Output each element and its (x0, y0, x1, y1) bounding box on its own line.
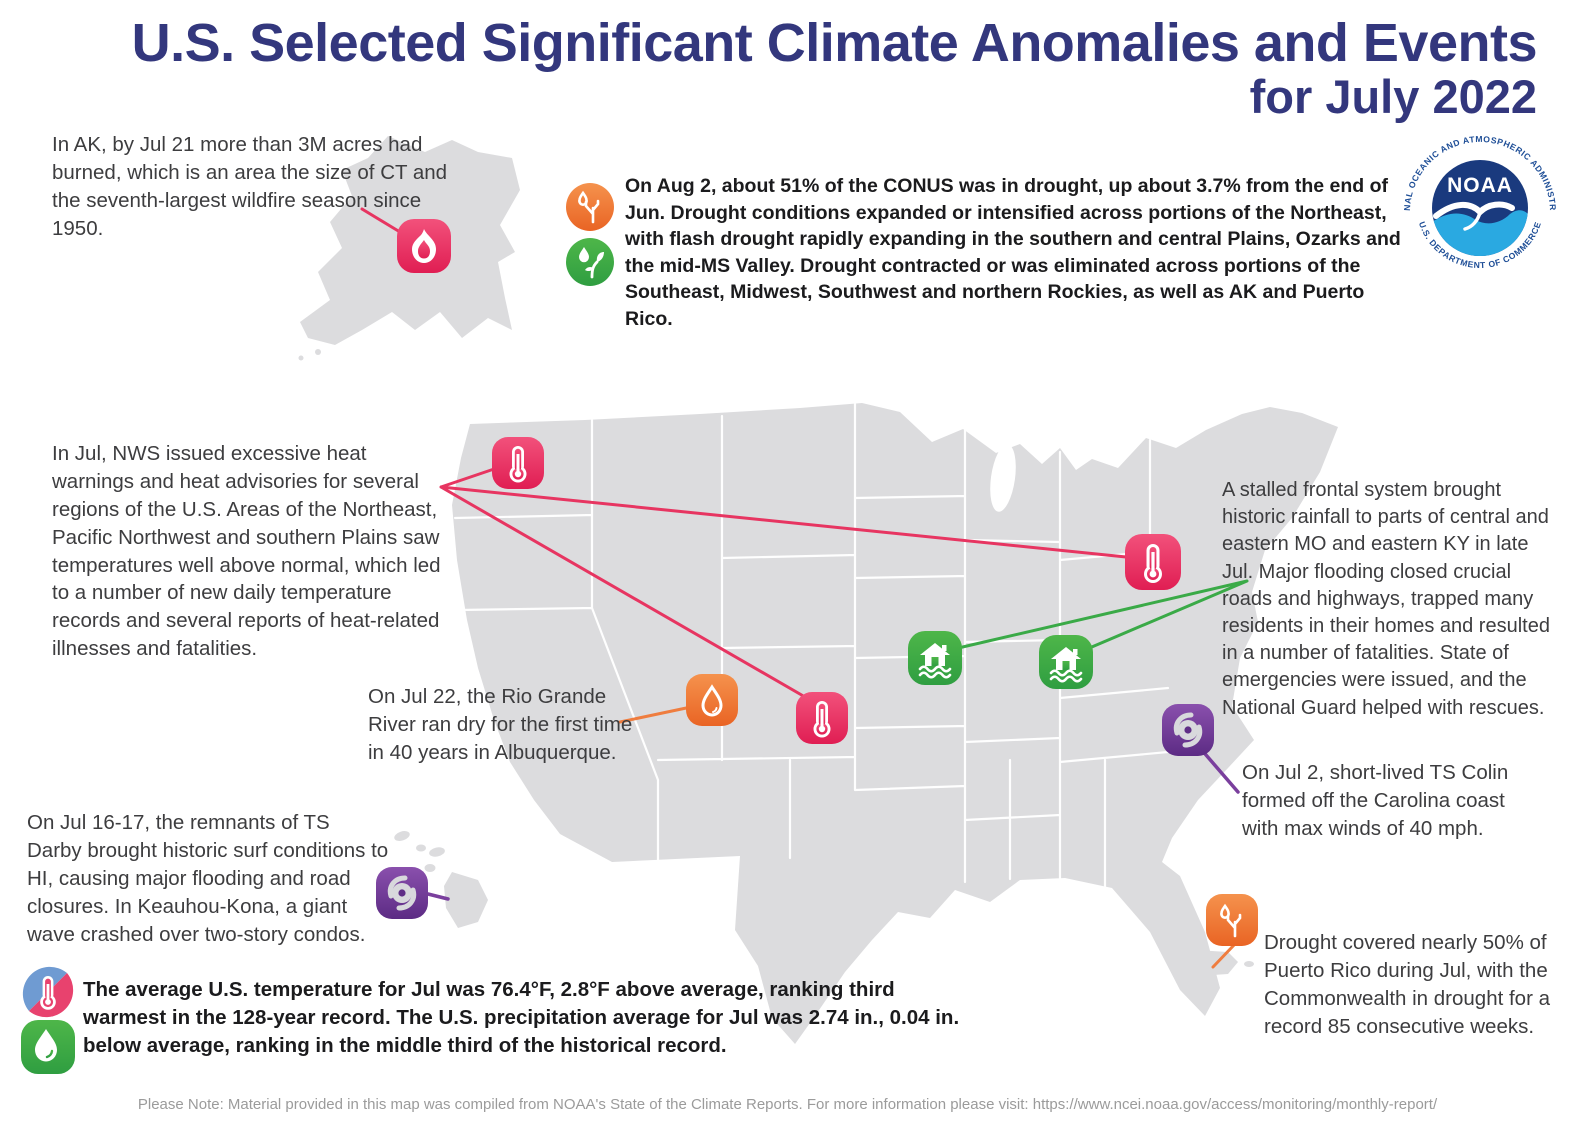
connector-lines (360, 207, 1249, 969)
page-title-line1: U.S. Selected Significant Climate Anomal… (131, 13, 1538, 73)
rio-grande-connector-line (618, 705, 693, 724)
note-puerto-rico-drought: Drought covered nearly 50% of Puerto Ric… (1264, 931, 1551, 1038)
hurricane-icon-hawaii (376, 867, 428, 919)
hurricane-glyph (387, 875, 417, 911)
hawaii-islands (394, 831, 488, 928)
page-title: U.S. Selected Significant Climate Anomal… (131, 13, 1538, 124)
wildfire-connector-line (360, 207, 402, 234)
drought-icon-puerto-rico (1206, 894, 1258, 946)
note-alaska-wildfire: In AK, by Jul 21 more than 3M acres had … (52, 133, 448, 240)
state-borders (453, 401, 1170, 889)
wildfire-icon (397, 219, 451, 273)
noaa-logo: NATIONAL OCEANIC AND ATMOSPHERIC ADMINIS… (1399, 127, 1561, 289)
note-ts-darby: On Jul 16-17, the remnants of TS Darby b… (27, 811, 389, 946)
hurricane-glyph (1173, 712, 1203, 748)
hurricane-icon-carolina (1162, 704, 1214, 756)
note-ts-colin: On Jul 2, short-lived TS Colin formed of… (1242, 761, 1509, 840)
sprout-drop-glyph (579, 247, 604, 279)
aleutian-island (298, 355, 304, 361)
heat-icon-pacific-northwest (492, 437, 544, 489)
page-title-line2: for July 2022 (1249, 70, 1537, 124)
heat-connector-line (439, 465, 1128, 703)
note-rio-grande: On Jul 22, the Rio Grande River ran dry … (368, 685, 633, 764)
temperature-badge-icon (22, 966, 74, 1018)
heat-icon-southern-plains (796, 692, 848, 744)
water-drop-glyph (35, 1029, 57, 1062)
dry-river-drop-icon (686, 674, 738, 726)
water-drop-glyph (701, 684, 723, 717)
thermometer-glyph (40, 976, 56, 1010)
footer-note: Please Note: Material provided in this m… (137, 1096, 1438, 1113)
puerto-rico-connector-line (1211, 942, 1237, 969)
conus-landmass (452, 403, 1338, 1044)
lake-michigan (990, 444, 1016, 512)
logo-acronym: NOAA (1447, 174, 1513, 197)
thermometer-glyph (509, 446, 527, 483)
heat-icon-northeast (1125, 534, 1181, 590)
logo-emblem: NOAA (1432, 160, 1528, 256)
note-frontal-flooding: A stalled frontal system brought histori… (1222, 479, 1550, 719)
thermometer-glyph (813, 701, 831, 738)
ts-darby-connector-line (426, 892, 450, 901)
flood-icon-missouri (908, 631, 962, 685)
aleutian-island (315, 349, 321, 355)
flooded-house-glyph (918, 643, 952, 679)
drought-badge-icon (566, 183, 614, 231)
flood-icon-kentucky (1039, 635, 1093, 689)
thermometer-glyph (1144, 544, 1162, 583)
note-national-summary: The average U.S. temperature for Jul was… (83, 978, 960, 1057)
dry-plant-glyph (578, 190, 600, 224)
precipitation-badge-icon (21, 1020, 75, 1074)
ts-colin-connector-line (1198, 746, 1240, 794)
note-conus-drought: On Aug 2, about 51% of the CONUS was in … (625, 175, 1401, 330)
dry-plant-glyph (1220, 903, 1242, 938)
flooded-house-glyph (1049, 647, 1083, 683)
note-heat-warnings: In Jul, NWS issued excessive heat warnin… (52, 442, 441, 661)
wet-badge-icon (566, 238, 614, 286)
flood-connector-line (952, 579, 1249, 654)
